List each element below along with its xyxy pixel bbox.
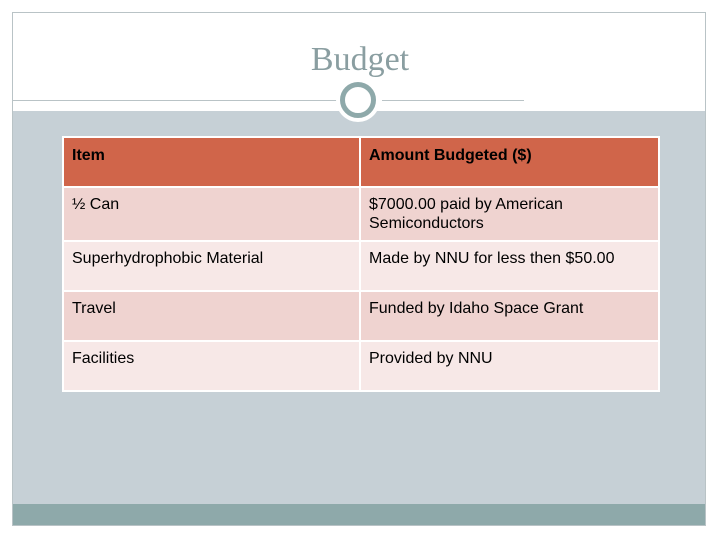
- circle-ornament-inner: [340, 82, 376, 118]
- header-amount-budgeted: Amount Budgeted ($): [359, 136, 660, 188]
- table-row: Superhydrophobic Material Made by NNU fo…: [62, 240, 660, 292]
- title-divider-right: [382, 100, 524, 101]
- cell-item: ½ Can: [62, 186, 361, 242]
- budget-table: Item Amount Budgeted ($) ½ Can $7000.00 …: [62, 136, 660, 392]
- cell-amount: Made by NNU for less then $50.00: [359, 240, 660, 292]
- footer-band: [13, 504, 705, 525]
- table-row: Travel Funded by Idaho Space Grant: [62, 290, 660, 342]
- circle-ornament-icon: [336, 78, 380, 122]
- title-divider-left: [13, 100, 337, 101]
- cell-item: Superhydrophobic Material: [62, 240, 361, 292]
- cell-amount: $7000.00 paid by American Semiconductors: [359, 186, 660, 242]
- header-item: Item: [62, 136, 361, 188]
- cell-item: Facilities: [62, 340, 361, 392]
- table-header-row: Item Amount Budgeted ($): [62, 136, 660, 188]
- cell-amount: Funded by Idaho Space Grant: [359, 290, 660, 342]
- cell-item: Travel: [62, 290, 361, 342]
- cell-amount: Provided by NNU: [359, 340, 660, 392]
- slide-title: Budget: [310, 41, 410, 78]
- table-row: Facilities Provided by NNU: [62, 340, 660, 392]
- table-row: ½ Can $7000.00 paid by American Semicond…: [62, 186, 660, 242]
